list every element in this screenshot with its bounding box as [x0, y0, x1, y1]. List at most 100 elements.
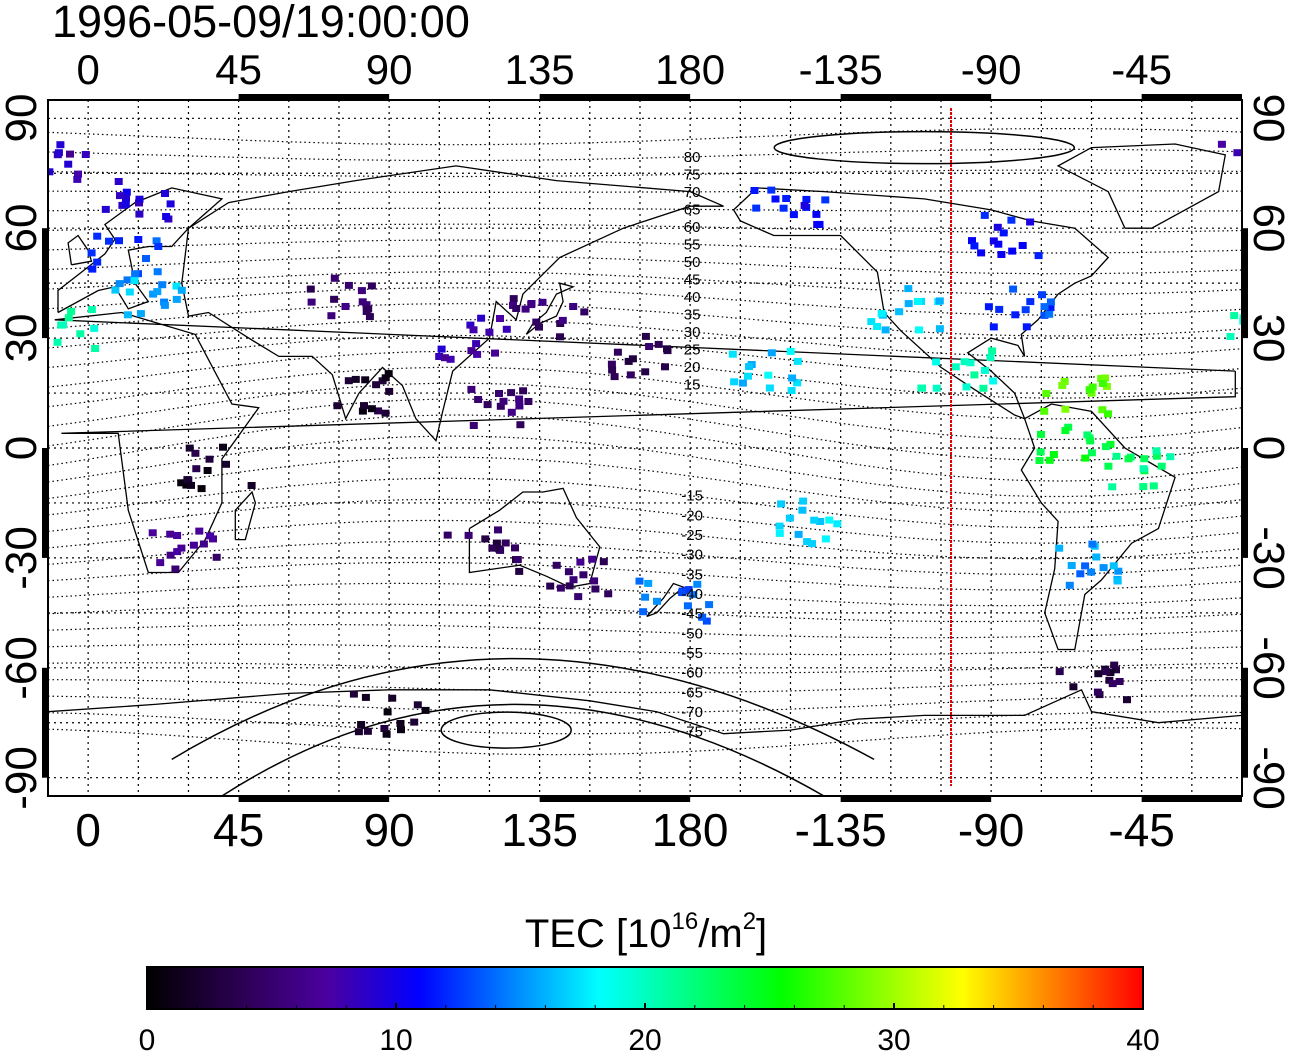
tec-cell-new-zealand — [635, 577, 644, 585]
tec-cell-europe-north — [101, 205, 110, 213]
tec-cell-east-africa — [205, 455, 214, 463]
tec-cell-europe-north — [135, 199, 143, 207]
tec-cell-mexico — [986, 354, 995, 361]
coastline — [181, 165, 724, 443]
tec-cell-australia-west — [515, 567, 524, 575]
tec-cell-north-atlantic — [66, 150, 74, 158]
tec-cell-iberia — [67, 307, 76, 315]
tec-cell-antarctica — [361, 693, 370, 701]
coastline — [234, 490, 257, 541]
tec-cell-pacific-north — [607, 360, 616, 368]
tec-cell-south-america-north — [1081, 454, 1090, 462]
frame-bar-bottom — [840, 796, 992, 802]
coastline — [468, 487, 601, 588]
tec-cell-mexico — [966, 359, 975, 367]
tec-cell-philippines — [516, 421, 525, 429]
contour-line — [48, 303, 1242, 337]
contour-line — [48, 662, 1242, 674]
tec-cell-hawaii — [730, 378, 739, 386]
tec-cell-philippines — [467, 385, 476, 393]
tec-cell-hawaii — [764, 371, 773, 379]
tec-cell-philippines — [507, 408, 516, 416]
tec-cell-canada — [994, 240, 1003, 248]
tec-cell-alaska — [752, 204, 761, 212]
tec-cell-japan — [535, 323, 543, 331]
tec-cell-usa-west — [867, 318, 876, 326]
tec-cell-australia-west — [494, 526, 502, 534]
contour-label: 45 — [684, 271, 701, 288]
lon-tick-label-bottom: 0 — [75, 804, 101, 856]
contour-label: 80 — [684, 149, 701, 166]
tec-cell-mexico — [918, 384, 926, 392]
tec-cell-usa-east — [1040, 303, 1049, 311]
tec-cell-usa-west — [881, 326, 890, 334]
tec-cell-pacific-south — [775, 522, 784, 530]
tec-cell-philippines — [469, 422, 478, 429]
frame-bar-top — [1141, 94, 1242, 100]
tec-cell-east-africa — [183, 476, 192, 484]
tec-cell-iberia — [1226, 333, 1235, 340]
tec-observations — [48, 140, 1242, 738]
tec-cell-mexico — [951, 363, 960, 371]
tec-cell-north-atlantic — [1217, 140, 1226, 148]
coastline — [48, 688, 1242, 735]
tec-cell-china — [467, 347, 476, 355]
tec-cell-brazil — [1108, 483, 1117, 491]
tec-cell-brazil — [1140, 455, 1149, 463]
contour-line — [48, 366, 1242, 420]
tec-cell-japan — [558, 316, 567, 324]
tec-cell-india — [358, 407, 367, 415]
tec-cell-antarctic-peninsula — [1102, 668, 1110, 676]
south-pole-contour — [440, 711, 572, 749]
lat-tick-label-right: 90 — [1244, 93, 1292, 143]
coastline — [54, 311, 1236, 574]
tec-cell-australia-east — [569, 576, 578, 584]
tec-cell-new-zealand — [641, 593, 650, 601]
tec-cell-china — [472, 340, 481, 348]
tec-cell-usa-east — [1046, 304, 1055, 312]
tec-cell-australia-west — [492, 539, 501, 547]
contour-line — [48, 148, 1242, 162]
frame-bar-right — [1242, 228, 1248, 339]
tec-cell-antarctica — [354, 728, 363, 736]
tec-cell-canada — [1008, 247, 1017, 255]
lat-tick-label-right: -30 — [1244, 526, 1292, 590]
tec-cell-india — [361, 376, 370, 384]
tec-cell-europe-north — [121, 200, 130, 208]
tec-cell-east-africa — [247, 482, 256, 489]
tec-cell-china — [440, 354, 449, 362]
tec-cell-central-asia — [364, 305, 373, 313]
tec-cell-iberia — [53, 338, 62, 346]
coastline — [1020, 403, 1176, 651]
coastline — [732, 187, 1110, 420]
tec-cell-europe-north — [166, 200, 175, 208]
tec-cell-australia-east — [588, 555, 597, 563]
tec-cell-canada — [1018, 242, 1027, 249]
tec-cell-caribbean — [1058, 382, 1067, 389]
tec-cell-south-africa — [171, 565, 180, 573]
tec-cell-central-asia — [307, 298, 316, 306]
coastline — [1056, 143, 1227, 229]
tec-cell-canada — [970, 242, 979, 250]
tec-cell-usa-west — [904, 300, 913, 308]
tec-cell-mediterranean — [160, 301, 169, 309]
tec-cell-philippines — [496, 402, 505, 410]
tec-cell-north-atlantic — [56, 141, 65, 149]
tec-cell-antarctica — [349, 690, 358, 698]
tec-cell-new-zealand — [678, 589, 687, 597]
tec-cell-hawaii — [744, 372, 752, 380]
contour-line — [48, 711, 1242, 735]
tec-cell-india — [360, 402, 368, 410]
tec-cell-east-africa — [185, 444, 194, 452]
contour-label: 40 — [684, 289, 701, 306]
contour-line — [48, 169, 1242, 178]
tec-cell-usa-west — [873, 323, 882, 330]
frame-bar-top — [238, 94, 390, 100]
tec-cell-iberia — [76, 330, 85, 338]
tec-cell-south-africa — [212, 553, 221, 561]
contour-label: 15 — [684, 376, 701, 393]
tec-cell-south-america-south — [1114, 567, 1123, 575]
tec-cell-pacific-north — [641, 368, 650, 376]
tec-cell-hawaii — [787, 387, 796, 394]
tec-cell-hawaii — [738, 379, 747, 387]
